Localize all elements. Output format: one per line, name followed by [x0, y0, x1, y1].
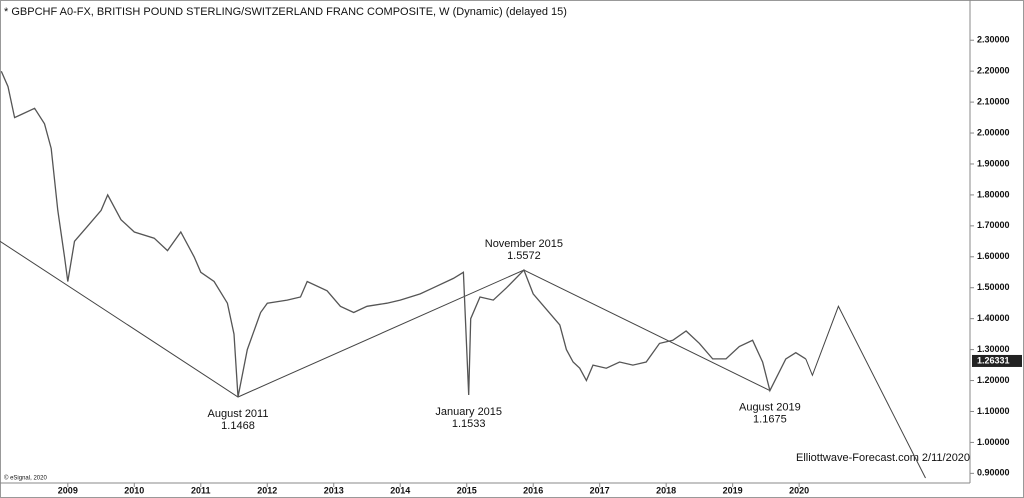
last-price-label: 1.26331 — [977, 355, 1010, 365]
x-tick-label: 2019 — [723, 485, 743, 495]
y-tick-label: 1.00000 — [977, 437, 1010, 447]
annotation-label: January 2015 — [435, 406, 502, 418]
x-tick-label: 2012 — [257, 485, 277, 495]
x-tick-label: 2010 — [124, 485, 144, 495]
y-tick-label: 1.50000 — [977, 282, 1010, 292]
price-line — [0, 70, 807, 398]
annotation-value: 1.1468 — [221, 420, 255, 432]
y-tick-label: 2.30000 — [977, 35, 1010, 45]
y-tick-label: 2.00000 — [977, 127, 1010, 137]
x-tick-label: 2018 — [656, 485, 676, 495]
x-tick-label: 2017 — [590, 485, 610, 495]
x-tick-label: 2009 — [58, 485, 78, 495]
y-tick-label: 1.40000 — [977, 313, 1010, 323]
y-tick-label: 2.10000 — [977, 96, 1010, 106]
trend-line — [0, 240, 771, 398]
x-tick-label: 2014 — [390, 485, 410, 495]
annotation-label: November 2015 — [485, 238, 563, 250]
x-tick-label: 2015 — [457, 485, 477, 495]
chart-title: * GBPCHF A0-FX, BRITISH POUND STERLING/S… — [4, 6, 567, 18]
footer: Elliottwave-Forecast.com 2/11/2020 — [796, 452, 970, 464]
y-tick-label: 1.80000 — [977, 189, 1010, 199]
y-tick-label: 1.60000 — [977, 251, 1010, 261]
last-price-box — [972, 354, 1022, 367]
annotation-label: August 2019 — [739, 402, 801, 414]
annotation-value: 1.1533 — [452, 418, 486, 430]
copyright: © eSignal, 2020 — [4, 475, 47, 482]
y-tick-label: 0.90000 — [977, 468, 1010, 478]
y-tick-label: 1.20000 — [977, 375, 1010, 385]
y-tick-label: 1.70000 — [977, 220, 1010, 230]
y-tick-label: 2.20000 — [977, 66, 1010, 76]
annotation-value: 1.5572 — [507, 250, 541, 262]
y-tick-label: 1.10000 — [977, 406, 1010, 416]
y-tick-label: 1.30000 — [977, 344, 1010, 354]
projection-line — [805, 305, 926, 479]
x-tick-label: 2020 — [789, 485, 809, 495]
y-tick-label: 1.90000 — [977, 158, 1010, 168]
x-tick-label: 2011 — [191, 485, 211, 495]
x-tick-label: 2016 — [523, 485, 543, 495]
x-tick-label: 2013 — [324, 485, 344, 495]
annotation-label: August 2011 — [208, 408, 269, 420]
annotation-value: 1.1675 — [753, 414, 787, 426]
